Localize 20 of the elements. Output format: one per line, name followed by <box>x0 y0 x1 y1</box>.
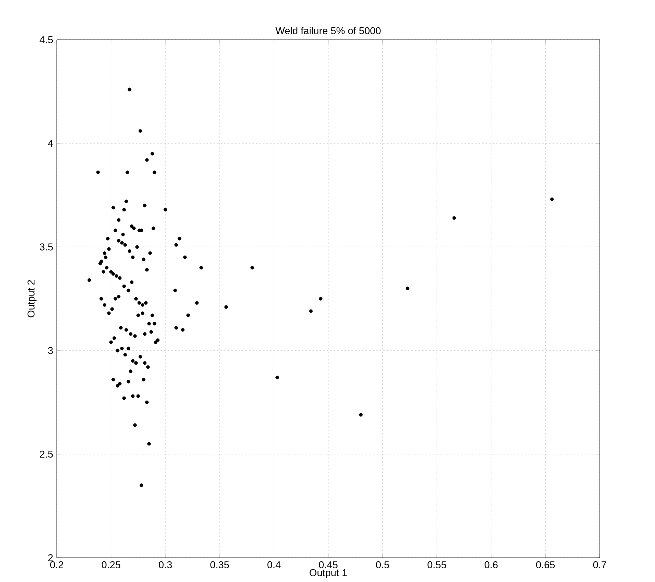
y-tick-label: 3.5 <box>40 244 54 251</box>
y-tick-label: 2.5 <box>40 450 54 458</box>
x-tick-label: 0.4 <box>268 562 281 569</box>
x-tick-label: 0.5 <box>376 562 390 569</box>
x-axis-title: Output 1 <box>310 570 348 579</box>
x-tick-label: 0.2 <box>50 562 64 569</box>
y-tick-label: 4 <box>48 140 54 148</box>
x-tick-label: 0.35 <box>210 562 230 569</box>
x-tick-label: 0.6 <box>484 562 498 569</box>
y-tick-label: 3 <box>48 347 54 354</box>
y-axis-title: Output 2 <box>28 280 37 318</box>
x-tick-label: 0.65 <box>536 562 555 569</box>
x-tick-label: 0.3 <box>159 562 172 569</box>
chart-title: Weld failure 5% of 5000 <box>276 27 381 35</box>
x-tick-label: 0.55 <box>428 562 446 569</box>
x-tick-label: 0.25 <box>102 562 121 569</box>
x-tick-label: 0.7 <box>593 562 606 569</box>
x-tick-label: 0.45 <box>319 562 338 569</box>
y-tick-label: 4.5 <box>40 36 54 44</box>
y-tick-label: 2 <box>48 554 53 562</box>
